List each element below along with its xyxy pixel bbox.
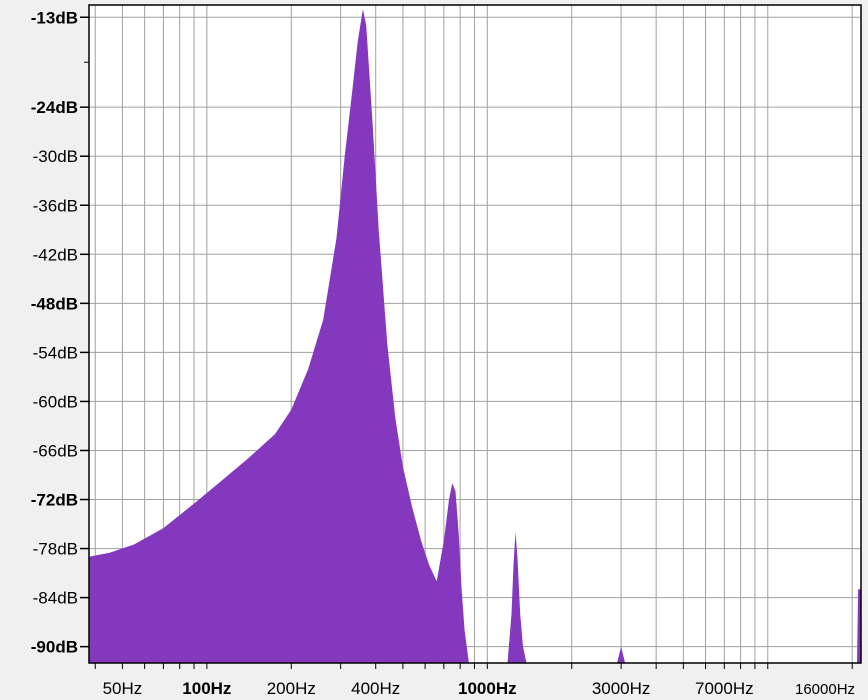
y-tick-label: -30dB xyxy=(33,147,78,166)
y-tick-label: -78dB xyxy=(33,540,78,559)
y-tick-label: -13dB xyxy=(31,8,78,27)
x-tick-label: 7000Hz xyxy=(695,679,754,698)
y-tick-label: -54dB xyxy=(33,343,78,362)
y-tick-label: -36dB xyxy=(33,196,78,215)
x-tick-label: 16000Hz xyxy=(795,681,855,698)
x-axis-ticks: 50Hz 100Hz 200Hz 400Hz 1000Hz 3000Hz 7000Hz 160… xyxy=(94,663,855,698)
spectrum-series xyxy=(89,9,861,664)
y-tick-label: -66dB xyxy=(33,441,78,460)
x-tick-label: 1000Hz xyxy=(458,679,517,698)
plot-frame xyxy=(88,4,862,664)
x-tick-label: 200Hz xyxy=(267,679,316,698)
y-tick-label: -72dB xyxy=(31,491,78,510)
y-tick-label: -24dB xyxy=(31,98,78,117)
y-tick-label: -42dB xyxy=(33,245,78,264)
y-tick-label: -90dB xyxy=(31,638,78,657)
x-tick-label: 50Hz xyxy=(103,679,143,698)
y-tick-label: -60dB xyxy=(33,392,78,411)
x-tick-label: 100Hz xyxy=(182,679,231,698)
y-tick-label: -48dB xyxy=(31,294,78,313)
x-tick-label: 400Hz xyxy=(351,679,400,698)
x-tick-label: 3000Hz xyxy=(592,679,651,698)
y-tick-label: -84dB xyxy=(33,589,78,608)
y-axis-ticks: -13dB -24dB -30dB -36dB -42dB -48dB -54dB -60dB… xyxy=(31,8,89,657)
spectrum-area xyxy=(89,9,861,664)
